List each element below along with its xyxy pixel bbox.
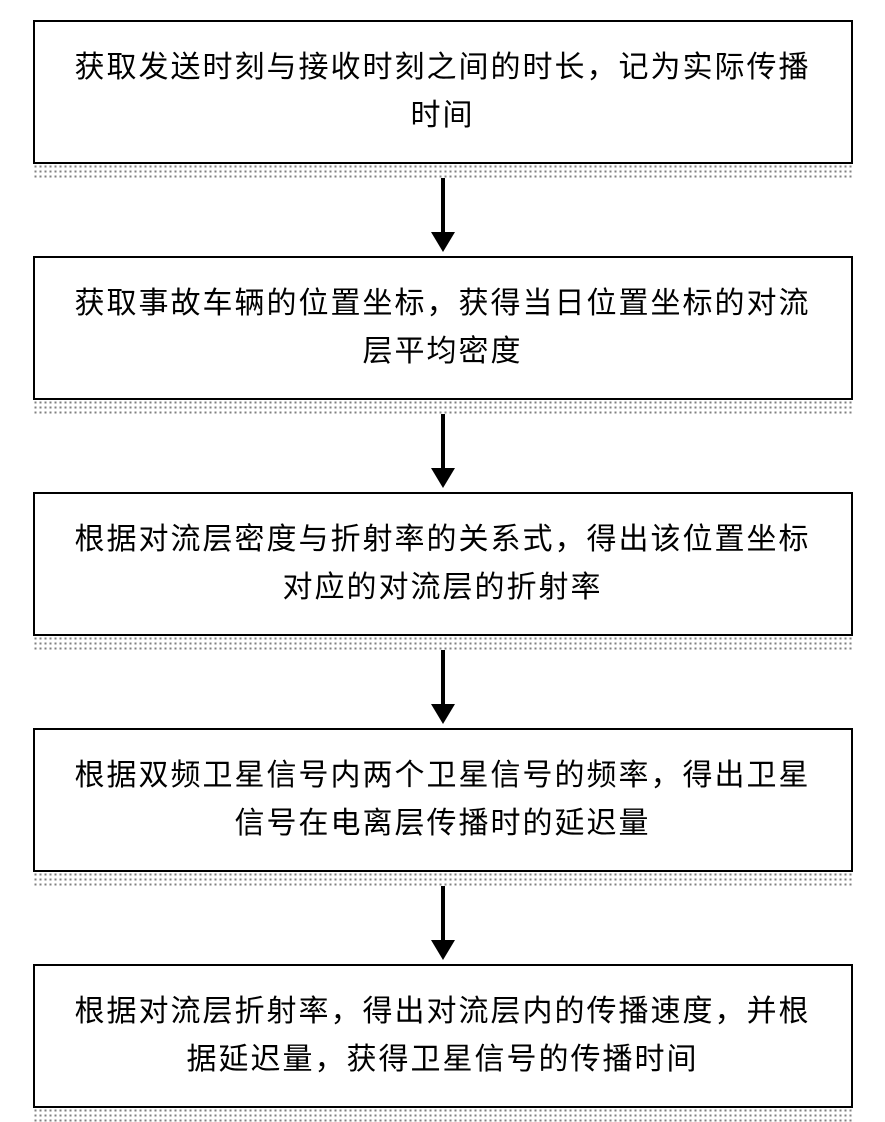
arrow-1-line bbox=[441, 178, 445, 234]
step-4-shadow bbox=[33, 872, 853, 886]
step-4-box: 根据双频卫星信号内两个卫星信号的频率，得出卫星信号在电离层传播时的延迟量 bbox=[33, 728, 853, 872]
step-3-shadow bbox=[33, 636, 853, 650]
arrow-4-line bbox=[441, 886, 445, 942]
arrow-4-head bbox=[431, 940, 455, 960]
step-4-wrapper: 根据双频卫星信号内两个卫星信号的频率，得出卫星信号在电离层传播时的延迟量 bbox=[33, 728, 853, 872]
arrow-3-head bbox=[431, 704, 455, 724]
step-4-text: 根据双频卫星信号内两个卫星信号的频率，得出卫星信号在电离层传播时的延迟量 bbox=[65, 752, 821, 848]
step-5-box: 根据对流层折射率，得出对流层内的传播速度，并根据延迟量，获得卫星信号的传播时间 bbox=[33, 964, 853, 1108]
flowchart-container: 获取发送时刻与接收时刻之间的时长，记为实际传播时间 获取事故车辆的位置坐标，获得… bbox=[0, 0, 885, 1108]
arrow-2 bbox=[431, 414, 455, 488]
step-1-text: 获取发送时刻与接收时刻之间的时长，记为实际传播时间 bbox=[65, 44, 821, 140]
step-1-box: 获取发送时刻与接收时刻之间的时长，记为实际传播时间 bbox=[33, 20, 853, 164]
arrow-1-head bbox=[431, 232, 455, 252]
step-2-shadow bbox=[33, 400, 853, 414]
step-1-shadow bbox=[33, 164, 853, 178]
step-3-wrapper: 根据对流层密度与折射率的关系式，得出该位置坐标对应的对流层的折射率 bbox=[33, 492, 853, 636]
step-5-text: 根据对流层折射率，得出对流层内的传播速度，并根据延迟量，获得卫星信号的传播时间 bbox=[65, 988, 821, 1084]
arrow-2-head bbox=[431, 468, 455, 488]
arrow-3-line bbox=[441, 650, 445, 706]
step-2-box: 获取事故车辆的位置坐标，获得当日位置坐标的对流层平均密度 bbox=[33, 256, 853, 400]
step-1-wrapper: 获取发送时刻与接收时刻之间的时长，记为实际传播时间 bbox=[33, 20, 853, 164]
step-3-text: 根据对流层密度与折射率的关系式，得出该位置坐标对应的对流层的折射率 bbox=[65, 516, 821, 612]
step-2-text: 获取事故车辆的位置坐标，获得当日位置坐标的对流层平均密度 bbox=[65, 280, 821, 376]
step-5-shadow bbox=[33, 1108, 853, 1122]
arrow-3 bbox=[431, 650, 455, 724]
arrow-4 bbox=[431, 886, 455, 960]
step-5-wrapper: 根据对流层折射率，得出对流层内的传播速度，并根据延迟量，获得卫星信号的传播时间 bbox=[33, 964, 853, 1108]
step-2-wrapper: 获取事故车辆的位置坐标，获得当日位置坐标的对流层平均密度 bbox=[33, 256, 853, 400]
step-3-box: 根据对流层密度与折射率的关系式，得出该位置坐标对应的对流层的折射率 bbox=[33, 492, 853, 636]
arrow-2-line bbox=[441, 414, 445, 470]
arrow-1 bbox=[431, 178, 455, 252]
